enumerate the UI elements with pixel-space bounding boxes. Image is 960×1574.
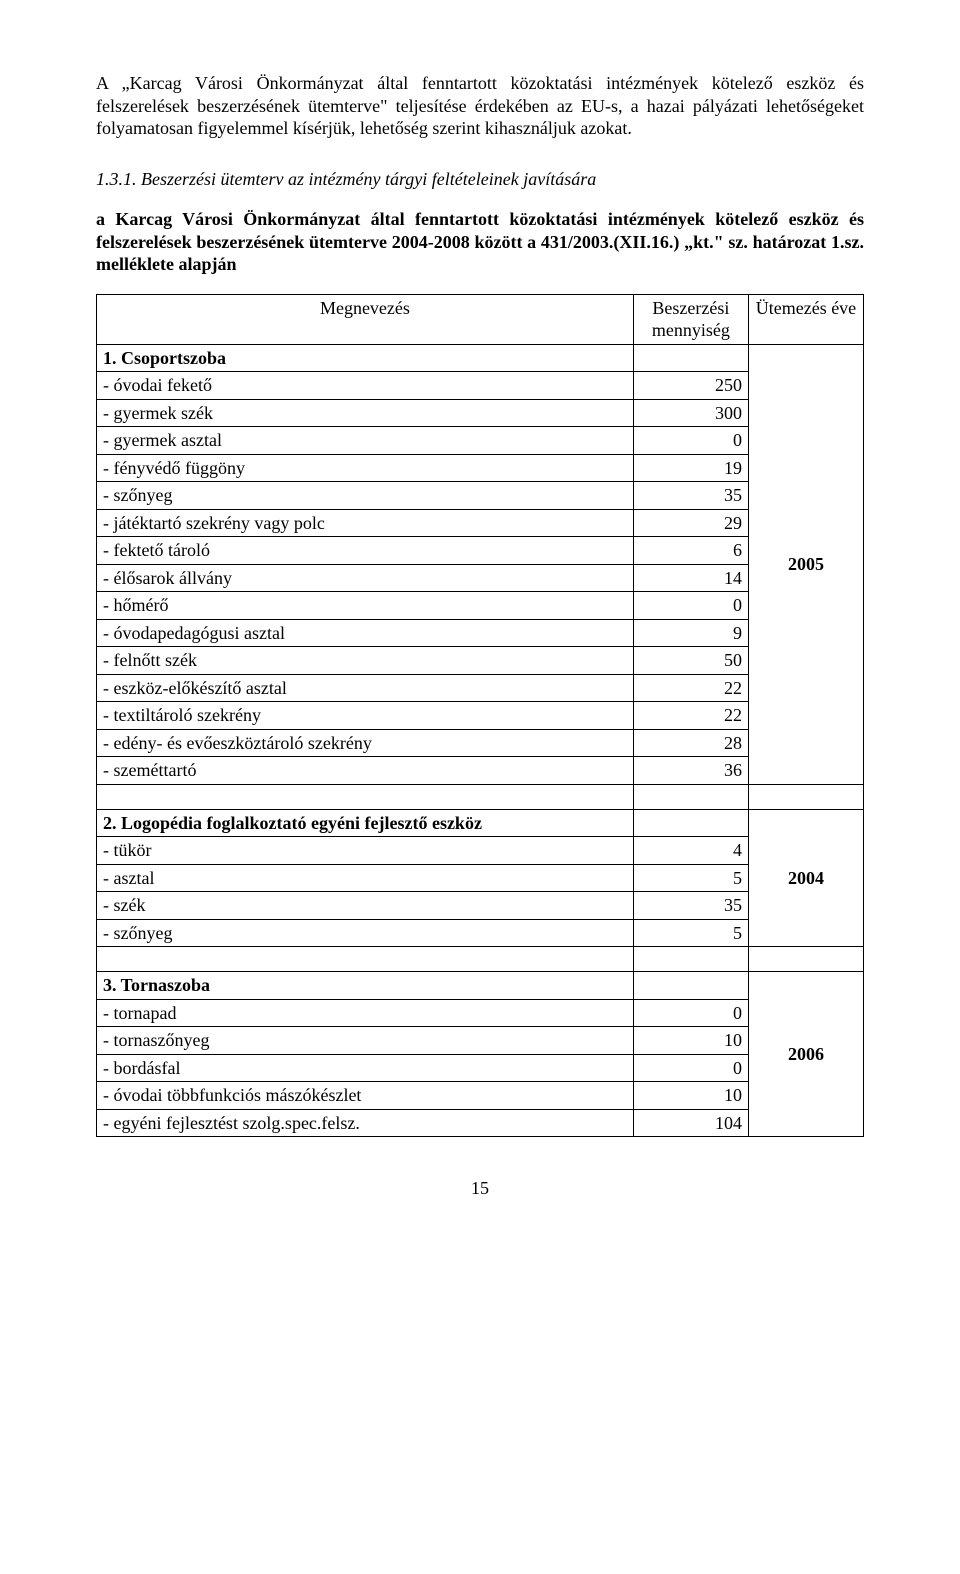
group-year: 2005	[748, 344, 863, 784]
group-title-qty	[633, 344, 748, 372]
group-year: 2006	[748, 972, 863, 1137]
item-name: - óvodapedagógusi asztal	[97, 619, 634, 647]
item-name: - eszköz-előkészítő asztal	[97, 674, 634, 702]
item-name: - szék	[97, 892, 634, 920]
item-name: - fektető tároló	[97, 537, 634, 565]
item-qty: 9	[633, 619, 748, 647]
spacer-cell	[97, 947, 634, 972]
item-qty: 104	[633, 1109, 748, 1137]
item-name: - óvodai fekető	[97, 372, 634, 400]
table-spacer-row	[97, 784, 864, 809]
item-qty: 5	[633, 864, 748, 892]
item-qty: 4	[633, 837, 748, 865]
item-name: - tükör	[97, 837, 634, 865]
item-qty: 5	[633, 919, 748, 947]
item-qty: 14	[633, 564, 748, 592]
spacer-cell	[633, 784, 748, 809]
intro-paragraph: A „Karcag Városi Önkormányzat által fenn…	[96, 72, 864, 140]
spacer-cell	[97, 784, 634, 809]
item-name: - óvodai többfunkciós mászókészlet	[97, 1082, 634, 1110]
item-name: - szeméttartó	[97, 757, 634, 785]
section-heading: 1.3.1. Beszerzési ütemterv az intézmény …	[96, 168, 864, 191]
item-qty: 29	[633, 509, 748, 537]
header-name: Megnevezés	[97, 294, 634, 344]
item-qty: 0	[633, 1054, 748, 1082]
group-title: 1. Csoportszoba	[97, 344, 634, 372]
item-qty: 6	[633, 537, 748, 565]
group-year: 2004	[748, 809, 863, 947]
item-name: - textiltároló szekrény	[97, 702, 634, 730]
item-qty: 36	[633, 757, 748, 785]
item-qty: 35	[633, 482, 748, 510]
item-qty: 0	[633, 592, 748, 620]
spacer-cell	[633, 947, 748, 972]
item-name: - edény- és evőeszköztároló szekrény	[97, 729, 634, 757]
item-name: - tornaszőnyeg	[97, 1027, 634, 1055]
item-qty: 22	[633, 674, 748, 702]
item-name: - hőmérő	[97, 592, 634, 620]
item-name: - gyermek szék	[97, 399, 634, 427]
item-qty: 35	[633, 892, 748, 920]
table-header-row: MegnevezésBeszerzési mennyiségÜtemezés é…	[97, 294, 864, 344]
item-name: - felnőtt szék	[97, 647, 634, 675]
item-qty: 300	[633, 399, 748, 427]
item-qty: 10	[633, 1082, 748, 1110]
table-spacer-row	[97, 947, 864, 972]
spacer-cell	[748, 784, 863, 809]
item-name: - élősarok állvány	[97, 564, 634, 592]
group-title: 2. Logopédia foglalkoztató egyéni fejles…	[97, 809, 634, 837]
table-group-row: 2. Logopédia foglalkoztató egyéni fejles…	[97, 809, 864, 837]
group-title-qty	[633, 809, 748, 837]
group-title: 3. Tornaszoba	[97, 972, 634, 1000]
page-number: 15	[96, 1177, 864, 1200]
item-qty: 22	[633, 702, 748, 730]
item-name: - egyéni fejlesztést szolg.spec.felsz.	[97, 1109, 634, 1137]
header-qty: Beszerzési mennyiség	[633, 294, 748, 344]
item-name: - szőnyeg	[97, 919, 634, 947]
item-qty: 28	[633, 729, 748, 757]
document-page: A „Karcag Városi Önkormányzat által fenn…	[0, 0, 960, 1240]
table-group-row: 1. Csoportszoba2005	[97, 344, 864, 372]
item-qty: 50	[633, 647, 748, 675]
section-title: Beszerzési ütemterv az intézmény tárgyi …	[141, 169, 596, 189]
group-title-qty	[633, 972, 748, 1000]
item-qty: 19	[633, 454, 748, 482]
item-name: - tornapad	[97, 999, 634, 1027]
item-qty: 0	[633, 427, 748, 455]
resolution-paragraph: a Karcag Városi Önkormányzat által fennt…	[96, 208, 864, 276]
table-group-row: 3. Tornaszoba2006	[97, 972, 864, 1000]
item-qty: 250	[633, 372, 748, 400]
spacer-cell	[748, 947, 863, 972]
item-name: - játéktartó szekrény vagy polc	[97, 509, 634, 537]
item-qty: 10	[633, 1027, 748, 1055]
procurement-table: MegnevezésBeszerzési mennyiségÜtemezés é…	[96, 294, 864, 1138]
item-name: - asztal	[97, 864, 634, 892]
item-name: - szőnyeg	[97, 482, 634, 510]
item-name: - gyermek asztal	[97, 427, 634, 455]
item-name: - bordásfal	[97, 1054, 634, 1082]
item-name: - fényvédő függöny	[97, 454, 634, 482]
section-number: 1.3.1.	[96, 169, 137, 189]
header-year: Ütemezés éve	[748, 294, 863, 344]
item-qty: 0	[633, 999, 748, 1027]
